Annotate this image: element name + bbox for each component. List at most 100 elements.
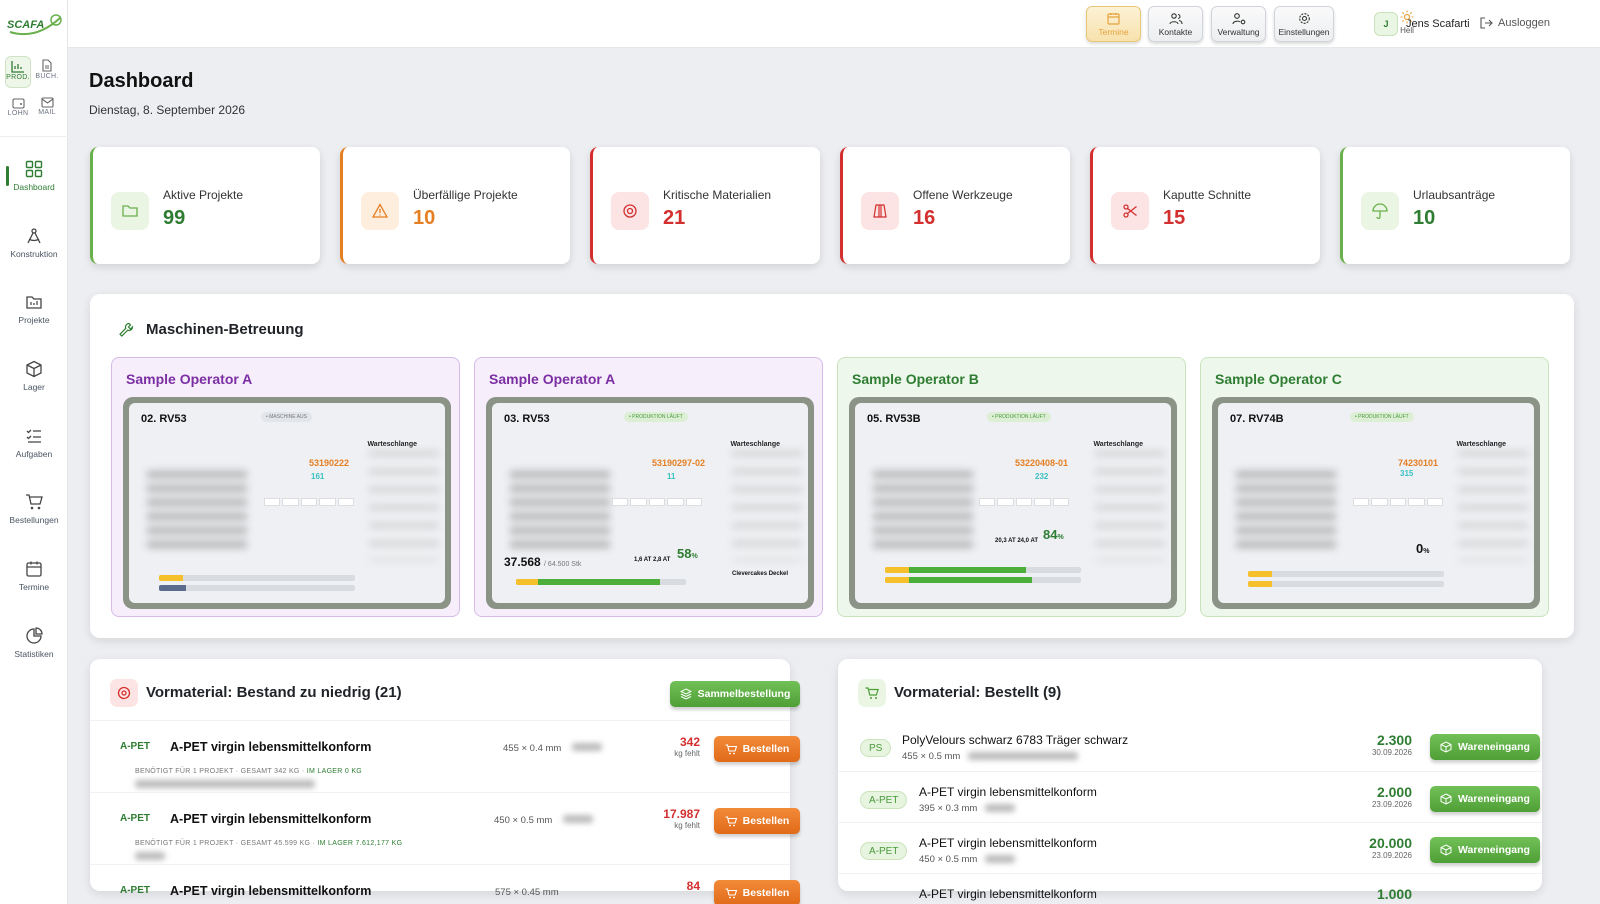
stat-card-vacation-requests[interactable]: Urlaubsanträge 10 — [1340, 147, 1570, 264]
list-item[interactable]: A-PET A-PET virgin lebensmittelkonform 4… — [90, 720, 800, 792]
material-dimensions: 450 × 0.5 mm — [919, 854, 978, 865]
sidebar-item-aufgaben[interactable]: Aufgaben — [0, 427, 68, 459]
material-tag: A-PET — [120, 741, 150, 752]
module-prod[interactable]: PROD. — [5, 56, 31, 88]
logout-button[interactable]: Ausloggen — [1480, 17, 1550, 29]
module-mail[interactable]: MAIL — [34, 94, 60, 126]
cart-icon — [725, 887, 737, 898]
operator-card[interactable]: Sample Operator A 02. RV53 • MASCHINE AU… — [111, 357, 460, 617]
ordered-quantity: 2.300 30.09.2026 — [1371, 732, 1412, 757]
stat-card-critical-materials[interactable]: Kritische Materialien 21 — [590, 147, 820, 264]
sidebar-item-lager[interactable]: Lager — [0, 360, 68, 392]
blurred-text — [563, 815, 593, 823]
machine-screen-preview[interactable]: 03. RV53 • PRODUKTION LÄUFT Warteschlang… — [486, 397, 814, 609]
sidebar-item-statistiken[interactable]: Statistiken — [0, 627, 68, 659]
module-label: BUCH. — [35, 73, 59, 80]
goods-receipt-button[interactable]: Wareneingang — [1430, 837, 1540, 863]
sidebar-item-label: Statistiken — [14, 649, 54, 659]
machine-screen-preview[interactable]: 07. RV74B • PRODUKTION LÄUFT Warteschlan… — [1212, 397, 1540, 609]
theme-toggle[interactable]: Hell — [1392, 10, 1422, 35]
queue-label: Warteschlange — [367, 441, 417, 448]
logout-icon — [1480, 17, 1493, 29]
stat-label: Kaputte Schnitte — [1163, 188, 1252, 202]
cart-icon — [725, 815, 737, 826]
material-dimensions: 575 × 0.45 mm — [495, 887, 559, 898]
list-item[interactable]: A-PET A-PET virgin lebensmittelkonform 3… — [838, 771, 1542, 843]
blurred-text — [968, 752, 1078, 760]
list-item[interactable]: A-PET A-PET virgin lebensmittelkonform 4… — [838, 822, 1542, 894]
operator-card[interactable]: Sample Operator A 03. RV53 • PRODUKTION … — [474, 357, 823, 617]
module-lohn[interactable]: LOHN — [5, 94, 31, 126]
stat-value: 16 — [913, 207, 936, 229]
bulk-order-button[interactable]: Sammelbestellung — [670, 681, 800, 707]
page-date: Dienstag, 8. September 2026 — [89, 103, 246, 117]
sidebar-item-bestellungen[interactable]: Bestellungen — [0, 493, 68, 525]
user-name: Jens Scafarti — [1406, 18, 1470, 30]
material-name: A-PET virgin lebensmittelkonform — [919, 785, 1097, 799]
stat-chips — [979, 498, 1070, 506]
machine-status-badge: • MASCHINE AUS — [261, 412, 312, 422]
order-button[interactable]: Bestellen — [714, 880, 800, 904]
stat-card-broken-cuts[interactable]: Kaputte Schnitte 15 — [1090, 147, 1320, 264]
topbar-button-label: Kontakte — [1158, 27, 1193, 37]
machine-status-badge: • PRODUKTION LÄUFT — [624, 412, 688, 422]
runtime-values: 20,3 AT 24,0 AT — [995, 538, 1039, 544]
goods-receipt-label: Wareneingang — [1458, 844, 1530, 856]
produced-count: 37.568 / 64.500 Stk — [504, 555, 582, 569]
topbar-verwaltung-button[interactable]: Verwaltung — [1211, 6, 1266, 42]
missing-amount: 17.987 kg fehlt — [663, 807, 700, 830]
blurred-text — [985, 855, 1015, 863]
user-menu[interactable]: J Jens Scafarti — [1374, 12, 1470, 36]
stat-label: Kritische Materialien — [663, 188, 772, 202]
progress-bar — [1248, 571, 1444, 577]
goods-receipt-label: Wareneingang — [1458, 793, 1530, 805]
sidebar-item-konstruktion[interactable]: Konstruktion — [0, 227, 68, 259]
order-button[interactable]: Bestellen — [714, 736, 800, 762]
machine-screen-preview[interactable]: 02. RV53 • MASCHINE AUS Warteschlange 53… — [123, 397, 451, 609]
operator-card[interactable]: Sample Operator B 05. RV53B • PRODUKTION… — [837, 357, 1186, 617]
stat-label: Urlaubsanträge — [1413, 188, 1496, 202]
progress-bar — [1248, 581, 1444, 587]
goods-receipt-button[interactable]: Wareneingang — [1430, 734, 1540, 760]
compass-icon — [27, 228, 41, 244]
material-usage-info: BENÖTIGT FÜR 1 PROJEKT · GESAMT 342 KG ·… — [135, 768, 363, 775]
list-item[interactable]: A-PET virgin lebensmittelkonform 1.000 — [838, 873, 1542, 904]
material-tag: A-PET — [860, 842, 908, 860]
topbar-kontakte-button[interactable]: Kontakte — [1148, 6, 1203, 42]
blurred-content — [510, 471, 610, 551]
wrench-icon — [119, 322, 134, 337]
missing-amount: 84 — [686, 879, 700, 893]
progress-bar — [159, 585, 355, 591]
stat-card-open-tools[interactable]: Offene Werkzeuge 16 — [840, 147, 1070, 264]
sidebar-item-label: Aufgaben — [15, 449, 53, 459]
stat-card-overdue-projects[interactable]: Überfällige Projekte 10 — [340, 147, 570, 264]
blurred-text — [135, 852, 165, 860]
sidebar-item-projekte[interactable]: Projekte — [0, 293, 68, 325]
article-count: 232 — [1035, 472, 1049, 481]
article-count: 315 — [1400, 469, 1414, 478]
machine-screen-preview[interactable]: 05. RV53B • PRODUKTION LÄUFT Warteschlan… — [849, 397, 1177, 609]
sidebar-item-termine[interactable]: Termine — [0, 560, 68, 592]
topbar-einstellungen-button[interactable]: Einstellungen — [1274, 6, 1334, 42]
stat-card-active-projects[interactable]: Aktive Projekte 99 — [90, 147, 320, 264]
stat-chips — [264, 498, 355, 506]
blurred-queue — [1095, 451, 1165, 561]
machine-status-badge: • PRODUKTION LÄUFT — [987, 412, 1051, 422]
sidebar-item-dashboard[interactable]: Dashboard — [0, 160, 68, 192]
goods-receipt-button[interactable]: Wareneingang — [1430, 786, 1540, 812]
operator-card[interactable]: Sample Operator C 07. RV74B • PRODUKTION… — [1200, 357, 1549, 617]
module-buch[interactable]: BUCH. — [34, 56, 60, 88]
progress-percent: 0% — [1416, 541, 1430, 556]
order-button[interactable]: Bestellen — [714, 808, 800, 834]
operator-name: Sample Operator A — [126, 371, 253, 387]
theme-label: Hell — [1400, 26, 1414, 35]
list-item[interactable]: A-PET A-PET virgin lebensmittelkonform 5… — [90, 864, 800, 904]
low-stock-title: Vormaterial: Bestand zu niedrig (21) — [146, 684, 402, 701]
blurred-queue — [1458, 451, 1528, 561]
target-count: / 64.500 Stk — [544, 561, 582, 568]
list-item[interactable]: A-PET A-PET virgin lebensmittelkonform 4… — [90, 792, 800, 864]
material-name: A-PET virgin lebensmittelkonform — [170, 884, 372, 898]
list-item[interactable]: PS PolyVelours schwarz 6783 Träger schwa… — [838, 720, 1542, 792]
topbar-termine-button[interactable]: Termine — [1086, 6, 1141, 42]
target-icon — [110, 679, 138, 707]
